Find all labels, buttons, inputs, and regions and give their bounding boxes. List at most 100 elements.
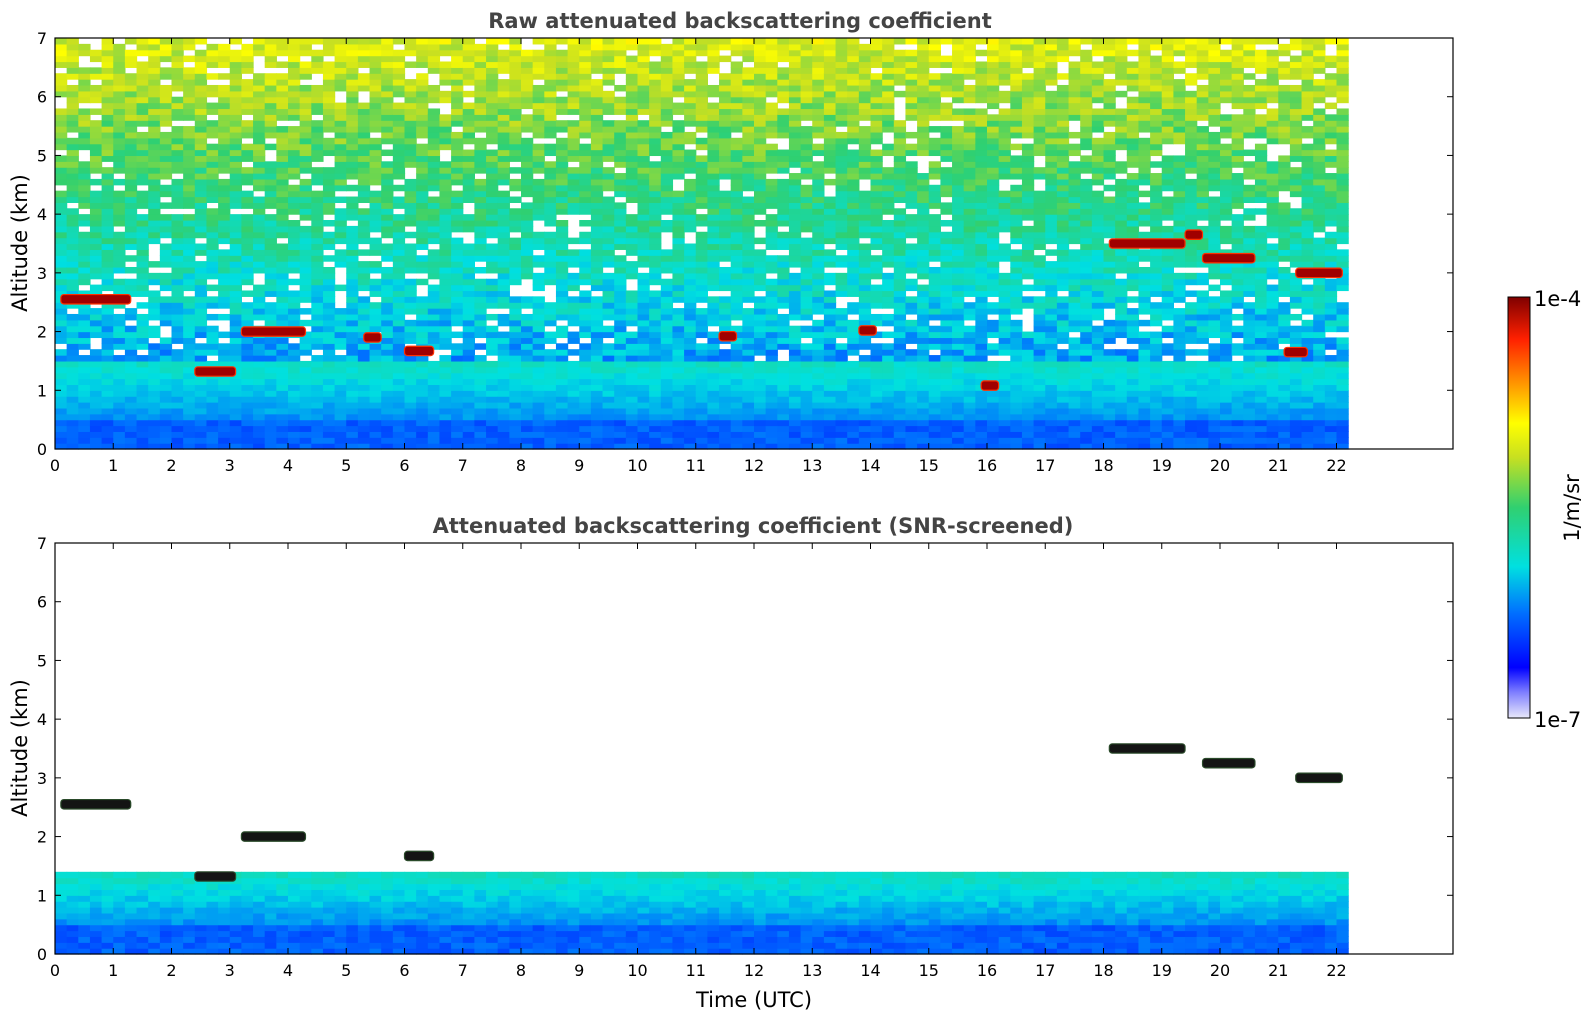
x-tick-label: 4 xyxy=(283,961,293,980)
raw-panel-title: Raw attenuated backscattering coefficien… xyxy=(488,9,992,33)
x-tick-label: 19 xyxy=(1152,961,1172,980)
x-tick-label: 10 xyxy=(627,456,647,475)
x-tick-label: 20 xyxy=(1210,456,1230,475)
x-tick-label: 16 xyxy=(977,456,997,475)
x-tick-label: 3 xyxy=(225,456,235,475)
colorbar-max-label: 1e-4 xyxy=(1534,287,1581,311)
x-tick-label: 5 xyxy=(341,961,351,980)
y-tick-label: 7 xyxy=(37,534,47,553)
y-tick-label: 4 xyxy=(37,205,47,224)
x-tick-label: 3 xyxy=(225,961,235,980)
raw-y-axis: 0 1 2 3 4 5 6 7 xyxy=(37,29,1453,459)
x-tick-label: 2 xyxy=(166,456,176,475)
screened-panel-title: Attenuated backscattering coefficient (S… xyxy=(433,514,1074,538)
colorbar-unit-label: 1/m/sr xyxy=(1560,474,1584,542)
cloud-feature xyxy=(1108,238,1186,249)
x-tick-label: 19 xyxy=(1152,456,1172,475)
x-tick-label: 0 xyxy=(50,961,60,980)
screened-backscatter-field xyxy=(55,871,1349,955)
raw-x-axis: 0 1 2 3 4 5 6 7 8 9 10 11 12 13 14 15 16 17 18 19 20 21 22 xyxy=(50,38,1347,475)
x-tick-label: 1 xyxy=(108,961,118,980)
y-tick-label: 0 xyxy=(37,440,47,459)
cloud-feature xyxy=(194,366,237,377)
x-tick-label: 5 xyxy=(341,456,351,475)
x-tick-label: 14 xyxy=(860,456,880,475)
x-tick-label: 15 xyxy=(919,961,939,980)
y-tick-label: 2 xyxy=(37,323,47,342)
cloud-feature xyxy=(363,332,382,343)
cloud-feature xyxy=(240,326,307,337)
x-tick-label: 11 xyxy=(686,961,706,980)
x-tick-label: 15 xyxy=(919,456,939,475)
colorbar: 1e-4 1e-7 1/m/sr xyxy=(1507,287,1584,732)
cloud-feature xyxy=(403,850,435,862)
x-tick-label: 12 xyxy=(744,456,764,475)
y-tick-label: 3 xyxy=(37,264,47,283)
raw-backscatter-field xyxy=(55,38,1349,450)
y-tick-label: 6 xyxy=(37,88,47,107)
y-tick-label: 4 xyxy=(37,710,47,729)
x-tick-label: 0 xyxy=(50,456,60,475)
y-tick-label: 2 xyxy=(37,828,47,847)
cloud-feature xyxy=(1283,346,1308,358)
x-tick-label: 18 xyxy=(1093,456,1113,475)
cloud-feature xyxy=(1108,743,1186,754)
x-tick-label: 17 xyxy=(1035,456,1055,475)
x-tick-label: 1 xyxy=(108,456,118,475)
x-tick-label: 13 xyxy=(802,456,822,475)
cloud-feature xyxy=(403,345,435,357)
x-tick-label: 12 xyxy=(744,961,764,980)
y-tick-label: 3 xyxy=(37,769,47,788)
x-tick-label: 8 xyxy=(516,456,526,475)
screened-y-axis: 0 1 2 3 4 5 6 7 xyxy=(37,534,1453,964)
cloud-feature xyxy=(240,831,307,842)
y-tick-label: 7 xyxy=(37,29,47,48)
cloud-feature xyxy=(1295,267,1343,279)
y-tick-label: 5 xyxy=(37,651,47,670)
x-tick-label: 11 xyxy=(686,456,706,475)
screened-y-axis-label: Altitude (km) xyxy=(8,679,32,817)
x-tick-label: 9 xyxy=(574,961,584,980)
screened-cloud-features xyxy=(60,743,1343,882)
cloud-feature xyxy=(718,330,738,342)
x-tick-label: 20 xyxy=(1210,961,1230,980)
y-tick-label: 1 xyxy=(37,886,47,905)
x-tick-label: 17 xyxy=(1035,961,1055,980)
cloud-feature xyxy=(980,380,1000,391)
x-tick-label: 2 xyxy=(166,961,176,980)
cloud-feature xyxy=(1295,772,1343,784)
cloud-feature xyxy=(1201,757,1256,769)
colorbar-gradient xyxy=(1507,296,1531,719)
cloud-feature xyxy=(60,293,132,305)
x-tick-label: 22 xyxy=(1326,456,1346,475)
x-tick-label: 8 xyxy=(516,961,526,980)
x-tick-label: 18 xyxy=(1093,961,1113,980)
raw-cloud-features xyxy=(60,229,1343,391)
raw-y-axis-label: Altitude (km) xyxy=(8,174,32,312)
x-tick-label: 14 xyxy=(860,961,880,980)
screened-x-axis: 0 1 2 3 4 5 6 7 8 9 10 11 12 13 14 15 16 17 18 19 20 21 22 xyxy=(50,543,1347,980)
cloud-feature xyxy=(60,798,132,810)
colorbar-min-label: 1e-7 xyxy=(1534,708,1581,732)
cloud-feature xyxy=(858,325,877,336)
x-tick-label: 7 xyxy=(458,961,468,980)
cloud-feature xyxy=(1184,229,1204,240)
cloud-feature xyxy=(194,871,237,882)
screened-backscatter-panel: Attenuated backscattering coefficient (S… xyxy=(8,514,1454,1012)
x-tick-label: 10 xyxy=(627,961,647,980)
x-tick-label: 21 xyxy=(1268,456,1288,475)
x-tick-label: 6 xyxy=(399,961,409,980)
x-tick-label: 22 xyxy=(1326,961,1346,980)
x-tick-label: 21 xyxy=(1268,961,1288,980)
time-axis-label: Time (UTC) xyxy=(695,988,812,1012)
raw-backscatter-panel: Raw attenuated backscattering coefficien… xyxy=(8,9,1454,475)
x-tick-label: 13 xyxy=(802,961,822,980)
y-tick-label: 5 xyxy=(37,146,47,165)
y-tick-label: 0 xyxy=(37,945,47,964)
x-tick-label: 7 xyxy=(458,456,468,475)
y-tick-label: 6 xyxy=(37,593,47,612)
x-tick-label: 9 xyxy=(574,456,584,475)
y-tick-label: 1 xyxy=(37,381,47,400)
cloud-feature xyxy=(1201,252,1256,264)
